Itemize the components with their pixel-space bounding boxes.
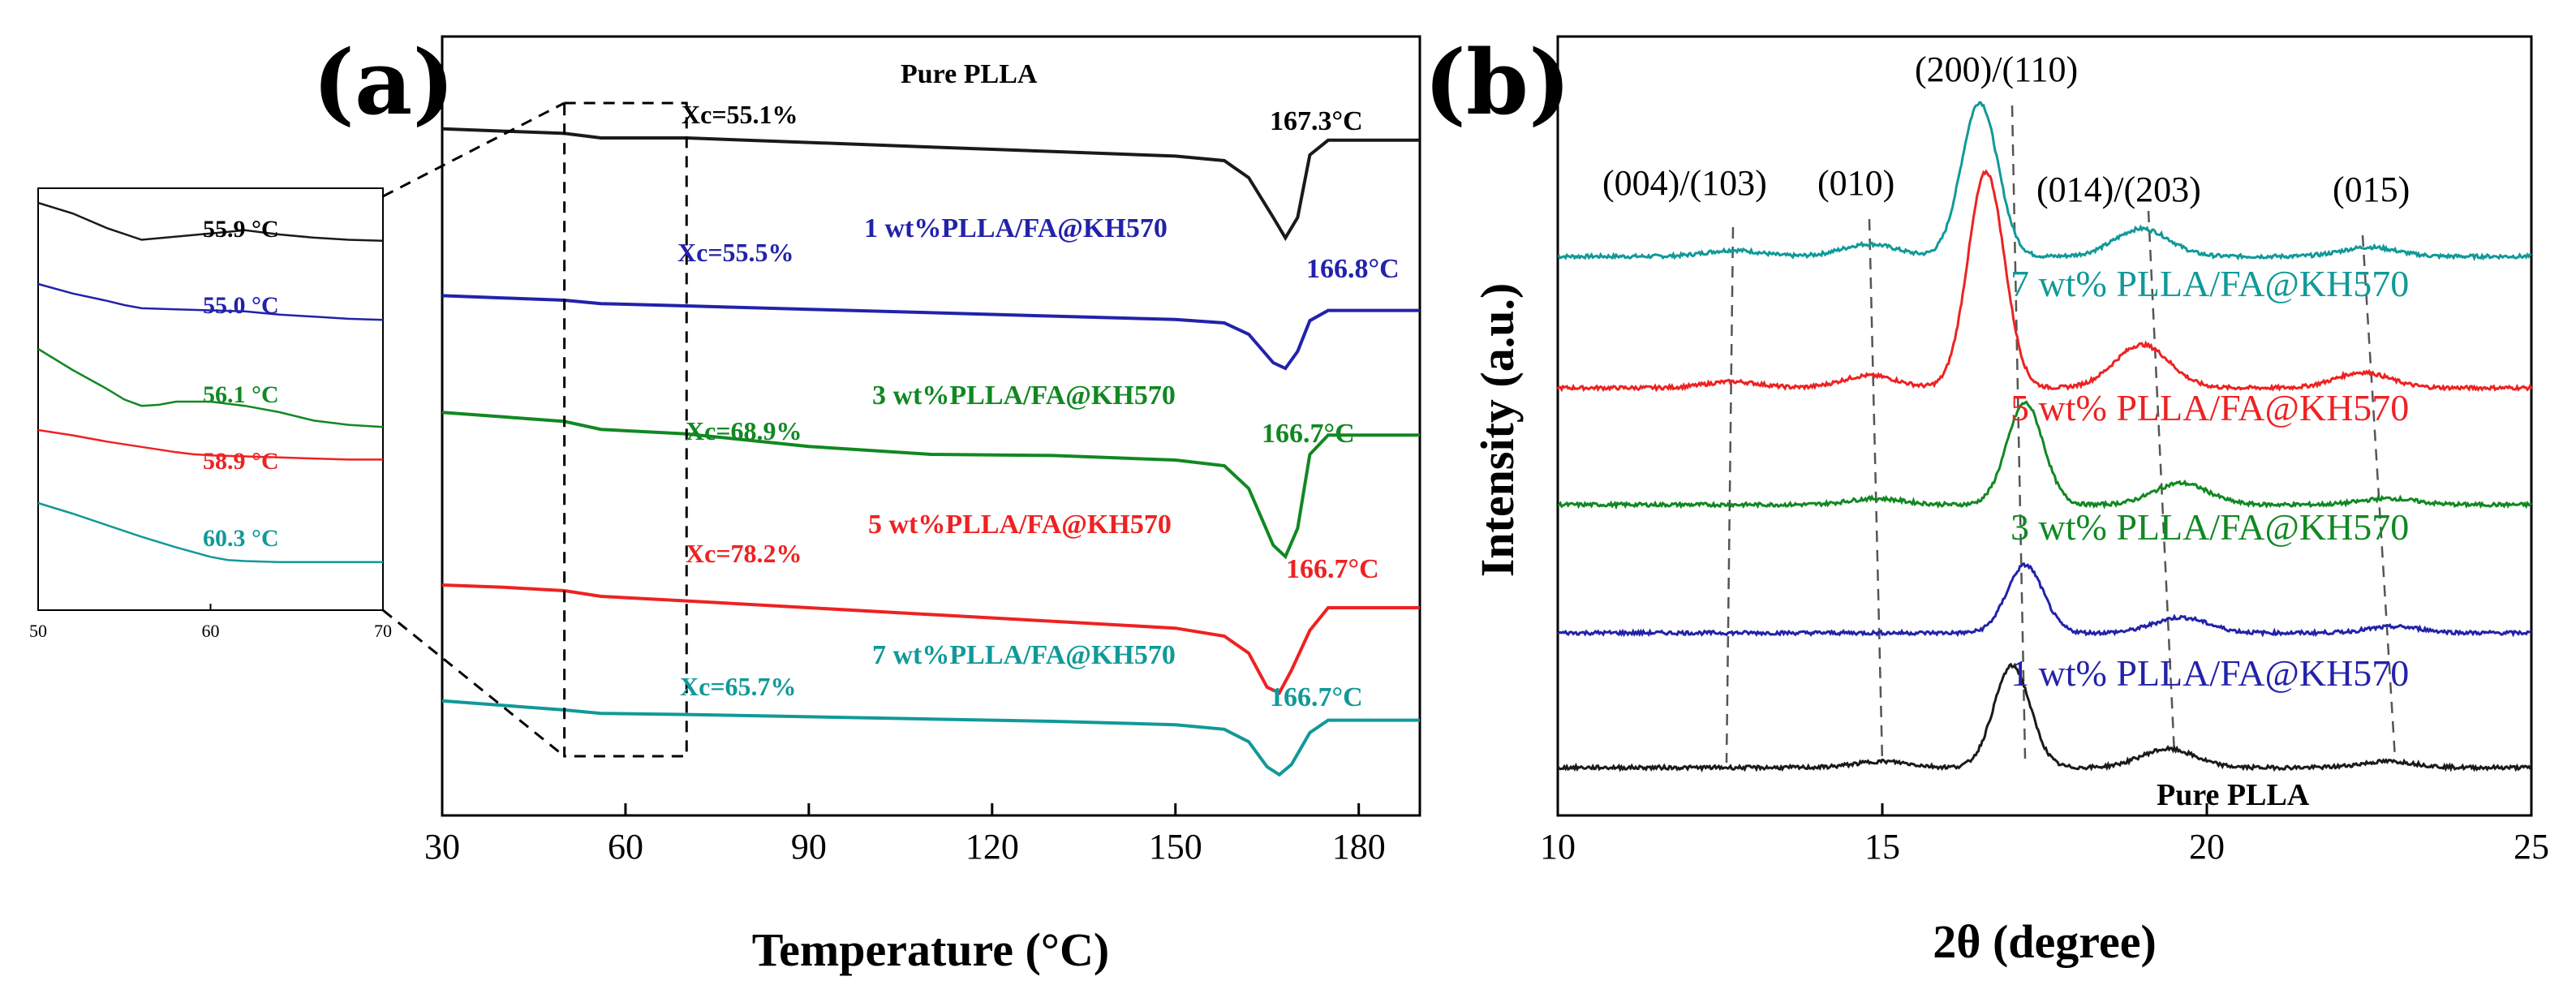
dsc-sample-label: 1 wt%PLLA/FA@KH570 [864,213,1168,243]
dsc-curve-blue [441,294,1420,371]
dsc-melting-peak-label: 166.7°C [1286,554,1379,584]
panel-b-x-tick-label: 15 [1864,827,1900,867]
zoom-connector-top [382,101,566,198]
zoom-connector-bottom [382,609,566,758]
xrd-sample-label: 5 wt% PLLA/FA@KH570 [2010,387,2409,428]
dsc-melting-peak-label: 167.3°C [1270,106,1363,136]
xrd-peak-guide-line [1868,218,1884,764]
dsc-crystallinity-label: Xc=68.9% [686,416,802,445]
dsc-sample-label: 5 wt%PLLA/FA@KH570 [868,510,1172,540]
dsc-melting-peak-label: 166.7°C [1270,682,1363,712]
xrd-pattern-red [1556,169,2533,393]
crystal-plane-label: (004)/(103) [1602,163,1767,203]
crystal-plane-label: (015) [2333,170,2410,209]
inset-x-tick-label: 60 [202,621,220,641]
xrd-pattern-black [1556,662,2532,772]
inset-tg-label: 58.9 °C [203,448,279,475]
inset-curve-green [37,347,384,428]
inset-tg-label: 55.0 °C [203,292,279,319]
dsc-crystallinity-label: Xc=55.1% [682,100,798,129]
panel-a-label: (a) [312,30,454,135]
zoom-highlight-box [563,101,688,758]
panel-a-x-tick-label: 90 [791,827,827,867]
inset-tg-label: 60.3 °C [203,525,279,552]
xrd-pattern-green [1557,400,2533,510]
panel-b-x-tick-label: 25 [2514,827,2549,867]
dsc-curve-red [441,583,1420,695]
panel-a-x-tick-label: 60 [608,827,643,867]
panel-a-plot-frame [441,35,1421,817]
inset-tg-label: 55.9 °C [203,216,279,243]
panel-a-x-tick-label: 150 [1149,827,1202,867]
xrd-peak-guide-line [2147,210,2176,755]
dsc-sample-label: Pure PLLA [901,59,1038,89]
panel-b-label: (b) [1424,30,1571,135]
xrd-peak-guide-line [1725,226,1735,764]
inset-x-tick-label: 50 [29,621,47,641]
dsc-crystallinity-label: Xc=78.2% [686,539,802,568]
xrd-sample-label: 7 wt% PLLA/FA@KH570 [2010,263,2409,304]
inset-curve-teal [37,501,383,564]
dsc-curve-black [441,127,1420,242]
panel-b-x-axis-title: 2θ (degree) [1933,915,2157,968]
inset-x-tick-label: 70 [374,621,392,641]
panel-b-xrd: (b) 10 15 20 25 2θ (degree) Intensity (a.u.… [1424,30,2549,968]
dsc-crystallinity-label: Xc=55.5% [677,238,794,267]
inset-curve-blue [37,282,384,321]
dsc-sample-label: 3 wt%PLLA/FA@KH570 [872,381,1176,411]
xrd-sample-label: 1 wt% PLLA/FA@KH570 [2010,652,2409,694]
crystal-plane-label: (010) [1817,163,1894,203]
panel-b-x-tick-label: 20 [2189,827,2225,867]
dsc-melting-peak-label: 166.8°C [1306,254,1400,284]
panel-b-y-axis-title: Intensity (a.u.) [1471,283,1524,578]
panel-b-plot-frame [1556,35,2533,817]
panel-a-x-tick-label: 120 [965,827,1019,867]
dsc-crystallinity-label: Xc=65.7% [680,672,797,701]
panel-a-x-tick-label: 180 [1332,827,1386,867]
panel-a-dsc: (a) 30 60 90 120 150 180 Temperature (°C) Pur… [29,30,1421,976]
crystal-plane-label: (200)/(110) [1915,49,2078,89]
dsc-sample-label: 7 wt%PLLA/FA@KH570 [872,640,1176,670]
panel-a-inset: 50 60 70 55.9 °C 55.0 °C 56.1 °C 58.9 °C 60.3 … [29,187,392,641]
inset-tg-label: 56.1 °C [203,381,279,408]
dsc-curve-teal [441,699,1420,777]
dsc-melting-peak-label: 166.7°C [1262,419,1355,449]
panel-a-x-axis-title: Temperature (°C) [752,923,1109,976]
panel-a-x-tick-label: 30 [424,827,460,867]
panel-b-x-tick-label: 10 [1540,827,1576,867]
xrd-pattern-teal [1557,101,2532,261]
crystal-plane-label: (014)/(203) [2036,170,2201,209]
inset-curve-red [37,428,383,461]
inset-curve-black [37,201,384,243]
inset-frame [37,187,384,611]
xrd-pattern-blue [1556,561,2532,638]
xrd-sample-label: Pure PLLA [2157,778,2310,812]
xrd-sample-label: 3 wt% PLLA/FA@KH570 [2010,506,2409,548]
dsc-curve-green [441,411,1420,560]
